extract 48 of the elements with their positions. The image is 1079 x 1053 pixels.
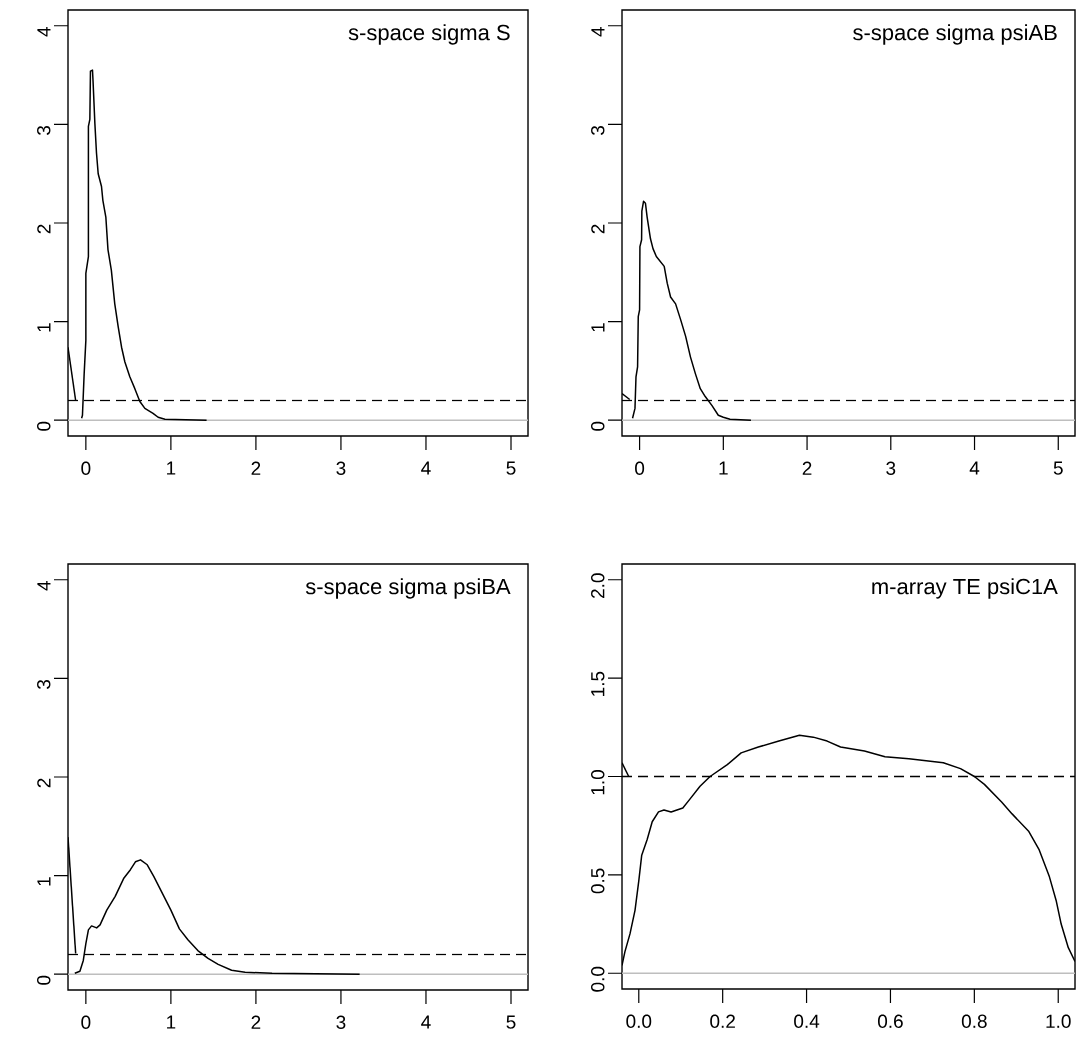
x-tick-label: 5 [506, 461, 516, 475]
x-tick-label: 5 [506, 1015, 516, 1029]
x-tick-label: 0 [635, 461, 645, 475]
x-tick-label: 0 [81, 461, 91, 475]
x-tick-label: 0.4 [794, 1014, 820, 1028]
text: s-space sigma psiBA [305, 578, 511, 599]
y-tick-label: 0.5 [591, 868, 605, 894]
y-tick-label: 1 [591, 323, 605, 332]
x-tick-label: 3 [336, 461, 346, 475]
x-tick-label: 4 [969, 461, 980, 475]
y-tick-label: 2 [37, 778, 51, 788]
y-tick-label: 4 [37, 581, 51, 591]
y-tick-label: 4 [37, 27, 51, 37]
y-tick-label: 1 [37, 877, 51, 886]
x-tick-label: 1 [719, 461, 728, 475]
y-tick-label: 3 [37, 679, 51, 689]
x-tick-label: 1.0 [1046, 1014, 1071, 1028]
x-tick-label: 0.6 [877, 1014, 903, 1028]
y-tick-label: 3 [37, 125, 51, 135]
x-tick-label: 4 [421, 1015, 431, 1029]
y-tick-label: 2 [591, 224, 605, 234]
text: s-space sigma S [348, 24, 510, 45]
x-tick-label: 1 [167, 461, 176, 475]
text: m-array TE psiC1A [872, 578, 1058, 599]
x-tick-label: 4 [421, 461, 431, 475]
x-tick-label: 0.0 [626, 1014, 652, 1028]
y-tick-label: 3 [591, 125, 605, 135]
x-tick-label: 2 [251, 461, 261, 475]
y-tick-label: 2 [37, 224, 51, 234]
y-tick-label: 1.5 [591, 671, 605, 696]
x-tick-label: 0 [81, 1015, 91, 1029]
x-tick-label: 2 [251, 1015, 261, 1029]
x-tick-label: 2 [802, 461, 812, 475]
text: s-space sigma psiAB [853, 24, 1057, 45]
y-tick-label: 1.0 [591, 770, 605, 795]
x-tick-label: 3 [886, 461, 896, 475]
x-tick-label: 0.2 [710, 1014, 735, 1028]
y-tick-label: 0.0 [591, 966, 605, 992]
y-tick-label: 0 [37, 421, 51, 431]
x-tick-label: 5 [1053, 461, 1063, 475]
x-tick-label: 3 [336, 1015, 346, 1029]
x-tick-label: 1 [167, 1015, 176, 1029]
y-tick-label: 2.0 [591, 573, 605, 598]
y-tick-label: 4 [591, 27, 605, 37]
y-tick-label: 1 [37, 323, 51, 332]
x-tick-label: 0.8 [961, 1014, 987, 1028]
y-tick-label: 0 [591, 421, 605, 431]
y-tick-label: 0 [37, 975, 51, 985]
